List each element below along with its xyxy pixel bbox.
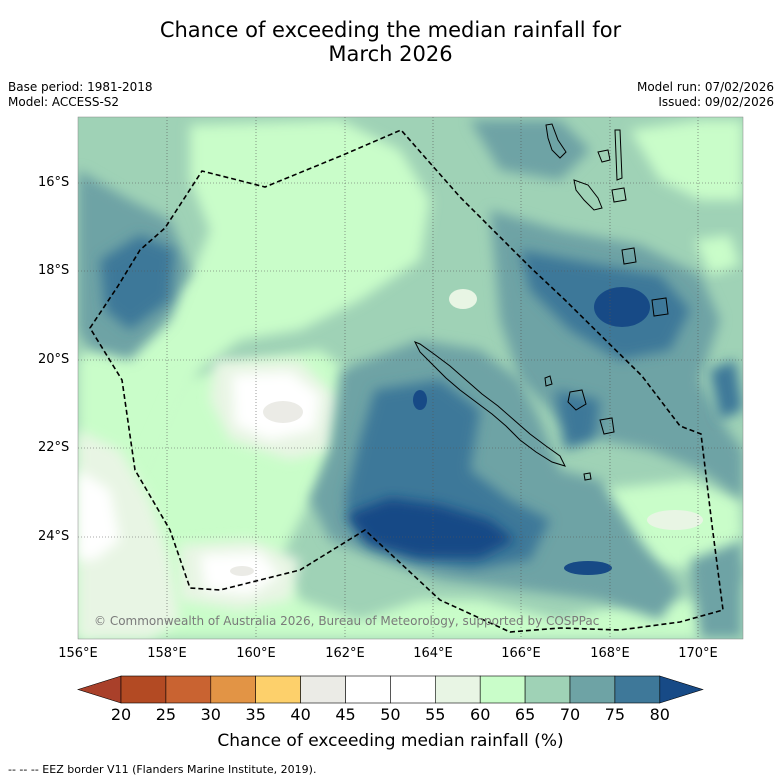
- color-zone: [78, 120, 430, 639]
- colorbar-segment: [120, 675, 167, 704]
- color-zone: [710, 360, 743, 420]
- latitude-label: 20°S: [38, 352, 70, 367]
- loyalty-islands-coastline: [599, 417, 615, 435]
- colorbar-segment: [300, 675, 346, 704]
- colorbar-tick-label: 50: [380, 705, 401, 724]
- longitude-label: 170°E: [678, 646, 718, 661]
- colorbar-segment: [569, 675, 616, 704]
- latitude-label: 18°S: [38, 263, 70, 278]
- colorbar-tick-label: 70: [559, 705, 581, 724]
- colorbar-segment: [345, 675, 391, 704]
- copyright-notice: © Commonwealth of Australia 2026, Bureau…: [94, 614, 600, 628]
- base-period: Base period: 1981-2018: [8, 80, 153, 94]
- longitude-label: 158°E: [147, 646, 187, 661]
- title-line-2: March 2026: [328, 42, 453, 66]
- vanuatu-coastline: [597, 149, 611, 163]
- colorbar-tick-label: 20: [110, 705, 132, 724]
- new-caledonia-coastline: [413, 341, 566, 467]
- colorbar-tick-label: 35: [245, 705, 266, 724]
- colorbar-segment: [524, 675, 571, 704]
- colorbar-tick-label: 80: [649, 705, 670, 724]
- color-zone: [78, 470, 120, 560]
- colorbar-title: Chance of exceeding median rainfall (%): [217, 731, 564, 751]
- color-zone: [413, 390, 427, 410]
- colorbar-tick-label: 25: [155, 705, 177, 724]
- color-zone: [564, 561, 612, 575]
- map-frame: [77, 116, 744, 640]
- latitude-label: 22°S: [38, 440, 70, 455]
- longitude-label: 162°E: [325, 646, 365, 661]
- meta-left: Base period: 1981-2018 Model: ACCESS-S2: [8, 80, 153, 110]
- color-zone: [594, 287, 650, 327]
- colorbar-tick-label: 55: [425, 705, 446, 724]
- issued-date: Issued: 09/02/2026: [658, 95, 774, 109]
- colorbar-segment: [434, 675, 481, 704]
- color-zone: [690, 540, 743, 639]
- vanuatu-coastline: [651, 297, 669, 317]
- latitude-label: 24°S: [38, 529, 70, 544]
- colorbar-arrow-high: [659, 675, 704, 704]
- color-zone: [230, 566, 254, 576]
- colorbar-tick-label: 60: [470, 705, 491, 724]
- color-zone: [630, 120, 743, 200]
- colorbar-tick-label: 40: [290, 705, 311, 724]
- colorbar-segment: [210, 675, 257, 704]
- vanuatu-coastline: [573, 179, 603, 211]
- color-zone: [695, 235, 740, 275]
- colorbar-segment: [479, 675, 526, 704]
- colorbar-segment: [390, 675, 436, 704]
- meta-right: Model run: 07/02/2026 Issued: 09/02/2026: [637, 80, 774, 110]
- loyalty-islands-coastline: [544, 375, 553, 387]
- color-zone: [449, 289, 477, 309]
- colorbar-tick-label: 45: [335, 705, 356, 724]
- colorbar-tick-label: 65: [514, 705, 536, 724]
- colorbar-tick-label: 30: [200, 705, 221, 724]
- loyalty-islands-coastline: [567, 389, 587, 411]
- matthew-island: [583, 472, 592, 481]
- colorbar-tick-label: 75: [604, 705, 626, 724]
- vanuatu-coastline: [611, 187, 627, 203]
- coastlines: [413, 123, 669, 481]
- colorbar: [76, 675, 704, 704]
- rainfall-probability-field: [78, 117, 743, 639]
- vanuatu-coastline: [545, 123, 567, 159]
- longitude-label: 160°E: [236, 646, 276, 661]
- longitude-label: 164°E: [413, 646, 453, 661]
- colorbar-arrow-low: [76, 675, 122, 704]
- color-zone: [470, 120, 590, 180]
- vanuatu-coastline: [614, 129, 623, 181]
- vanuatu-coastline: [621, 247, 637, 265]
- title-line-1: Chance of exceeding the median rainfall …: [159, 18, 622, 42]
- longitude-label: 156°E: [58, 646, 98, 661]
- eez-footnote: -- -- -- EEZ border V11 (Flanders Marine…: [8, 763, 317, 776]
- longitude-label: 168°E: [590, 646, 630, 661]
- color-zone: [78, 430, 180, 639]
- model-name: Model: ACCESS-S2: [8, 95, 120, 109]
- color-zone: [647, 510, 703, 530]
- color-zone: [345, 498, 515, 558]
- longitude-label: 166°E: [501, 646, 541, 661]
- color-zone: [263, 401, 303, 423]
- chart-title: Chance of exceeding the median rainfall …: [0, 18, 781, 66]
- color-zone: [555, 390, 600, 450]
- colorbar-segment: [614, 675, 661, 704]
- colorbar-segment: [165, 675, 212, 704]
- colorbar-segment: [255, 675, 301, 704]
- latitude-label: 16°S: [38, 175, 70, 190]
- eez-border: [89, 129, 724, 633]
- model-run: Model run: 07/02/2026: [636, 80, 774, 94]
- color-zone: [100, 235, 175, 330]
- graticule: [78, 117, 743, 639]
